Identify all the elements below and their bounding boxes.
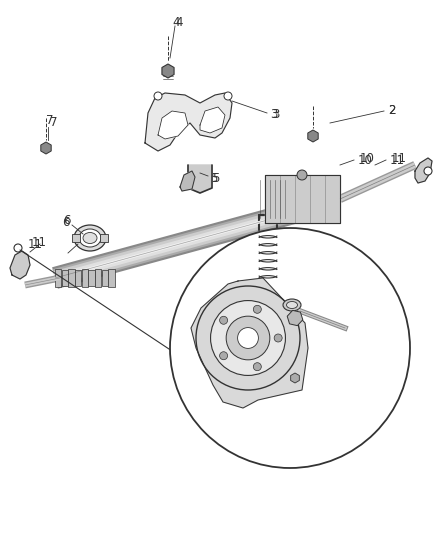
Text: 10: 10 — [82, 238, 97, 252]
Circle shape — [219, 352, 228, 360]
Polygon shape — [188, 165, 212, 193]
Text: 3: 3 — [270, 109, 277, 122]
Polygon shape — [145, 93, 232, 151]
Text: 4: 4 — [175, 17, 183, 29]
Circle shape — [274, 334, 282, 342]
Text: 3: 3 — [272, 109, 279, 122]
Circle shape — [237, 328, 258, 349]
Text: 6: 6 — [62, 216, 70, 230]
Circle shape — [196, 286, 300, 390]
Bar — [88, 270, 95, 286]
Text: 8: 8 — [314, 313, 321, 327]
Ellipse shape — [83, 232, 97, 244]
Text: 2: 2 — [388, 104, 396, 117]
Text: 4: 4 — [172, 17, 180, 29]
Bar — [95, 269, 101, 287]
Circle shape — [226, 316, 270, 360]
Text: 10: 10 — [84, 237, 99, 249]
Ellipse shape — [286, 302, 297, 309]
Circle shape — [170, 228, 410, 468]
Polygon shape — [191, 278, 308, 408]
Bar — [75, 270, 81, 286]
Bar — [100, 234, 108, 242]
Circle shape — [14, 244, 22, 252]
Text: 7: 7 — [50, 117, 57, 130]
Circle shape — [253, 362, 261, 370]
Text: 11: 11 — [28, 238, 43, 252]
Text: 5: 5 — [212, 172, 219, 184]
Text: 11: 11 — [392, 152, 407, 166]
Text: 2: 2 — [388, 103, 396, 117]
Polygon shape — [10, 251, 30, 279]
Bar — [72, 234, 80, 242]
Text: 5: 5 — [210, 172, 217, 184]
Text: 11: 11 — [262, 338, 278, 351]
Circle shape — [211, 301, 286, 375]
Ellipse shape — [283, 299, 301, 311]
Circle shape — [424, 167, 432, 175]
Text: 9: 9 — [308, 256, 315, 270]
Circle shape — [154, 92, 162, 100]
Text: 1: 1 — [250, 265, 258, 279]
Circle shape — [297, 170, 307, 180]
Circle shape — [224, 92, 232, 100]
Bar — [102, 270, 108, 286]
Bar — [81, 269, 88, 287]
Text: 10: 10 — [358, 155, 373, 167]
Bar — [55, 269, 61, 287]
Bar — [108, 269, 114, 287]
Polygon shape — [415, 158, 432, 183]
Text: 6: 6 — [63, 214, 71, 227]
Text: 11: 11 — [390, 155, 405, 167]
Polygon shape — [200, 107, 225, 133]
Text: 7: 7 — [46, 115, 54, 127]
Ellipse shape — [79, 229, 101, 247]
Text: 11: 11 — [32, 237, 47, 249]
Bar — [62, 270, 68, 286]
Ellipse shape — [74, 225, 106, 251]
Bar — [68, 269, 74, 287]
Circle shape — [219, 316, 228, 324]
Text: 10: 10 — [360, 152, 375, 166]
Text: 1: 1 — [248, 263, 255, 277]
Polygon shape — [265, 175, 340, 223]
Circle shape — [253, 305, 261, 313]
Polygon shape — [158, 111, 188, 139]
Polygon shape — [180, 171, 195, 191]
Text: 10: 10 — [300, 357, 315, 369]
